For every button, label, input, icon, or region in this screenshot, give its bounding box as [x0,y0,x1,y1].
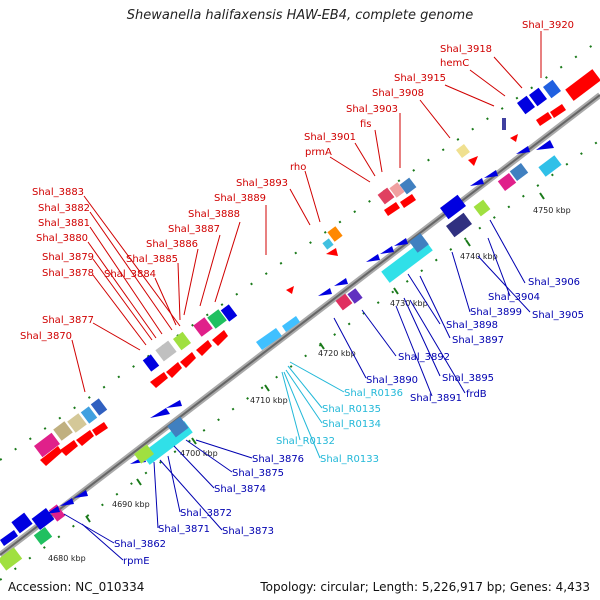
gene-cluster-3889 [286,226,343,294]
label-shal-3874: Shal_3874 [214,484,266,495]
top-labels: Shal_3920 Shal_3918 hemC Shal_3915 Shal_… [20,20,574,342]
genome-summary-text: Topology: circular; Length: 5,226,917 bp… [260,580,590,594]
label-shal-3876: Shal_3876 [252,454,304,465]
backbone [0,92,600,558]
label-shal-3884: Shal_3884 [104,269,156,280]
label-shal-r0133: Shal_R0133 [320,454,379,465]
label-shal-3918: Shal_3918 [440,44,492,55]
scale-label-4730: 4730 kbp [390,299,428,308]
label-shal-r0132: Shal_R0132 [276,436,335,447]
label-fis: fis [360,119,372,130]
gene-cluster-3877 [142,304,238,388]
label-rpme: rpmE [123,556,150,567]
map-title: Shewanella halifaxensis HAW-EB4, complet… [126,8,474,23]
bottom-leader-lines [63,219,531,561]
gene-cluster-3871 [130,400,193,465]
label-shal-3873: Shal_3873 [222,526,274,537]
label-shal-3890: Shal_3890 [366,375,418,386]
gene-cluster-3862 [0,490,88,571]
scale-ticks [85,192,545,523]
label-shal-r0135: Shal_R0135 [322,404,381,415]
bottom-labels: Shal_3906 Shal_3904 Shal_3905 Shal_3899 … [114,277,584,567]
rna-labels: Shal_R0136 Shal_R0135 Shal_R0134 Shal_R0… [276,388,403,465]
top-leader-lines [71,31,542,393]
label-prma: prmA [305,147,332,158]
label-shal-3906: Shal_3906 [528,277,580,288]
label-shal-3898: Shal_3898 [446,320,498,331]
label-shal-3903: Shal_3903 [346,104,398,115]
gene-cluster-3901 [377,177,417,216]
label-shal-3891: Shal_3891 [410,393,462,404]
gene-cluster-3890 [318,278,363,311]
label-shal-3899: Shal_3899 [470,307,522,318]
label-frdb: frdB [466,389,487,400]
label-shal-3882: Shal_3882 [38,203,90,214]
label-shal-3872: Shal_3872 [180,508,232,519]
gene-cluster-3918 [516,69,600,126]
label-shal-3889: Shal_3889 [214,193,266,204]
scale-label-4700: 4700 kbp [180,449,218,458]
gene-cluster-3870 [34,398,108,466]
label-shal-3901: Shal_3901 [304,132,356,143]
label-shal-3915: Shal_3915 [394,73,446,84]
label-shal-3879: Shal_3879 [42,252,94,263]
gene-cluster-3904 [497,140,562,192]
label-shal-3871: Shal_3871 [158,524,210,535]
label-shal-3888: Shal_3888 [188,209,240,220]
scale-label-4680: 4680 kbp [48,554,86,563]
label-shal-3881: Shal_3881 [38,218,90,229]
label-hemc: hemC [440,58,469,69]
top-guide-track [0,39,600,461]
scale-label-4720: 4720 kbp [318,349,356,358]
gene-cluster-3908 [455,118,518,166]
gene-cluster-rna [256,316,300,350]
rna-leader-lines [281,361,345,459]
label-shal-3862: Shal_3862 [114,539,166,550]
label-shal-3905: Shal_3905 [532,310,584,321]
label-shal-3870: Shal_3870 [20,331,72,342]
scale-label-4750: 4750 kbp [533,206,571,215]
label-shal-r0136: Shal_R0136 [344,388,403,399]
bottom-strand-genes [0,140,562,571]
label-shal-3893: Shal_3893 [236,178,288,189]
label-shal-3885: Shal_3885 [126,254,178,265]
accession-text: Accession: NC_010334 [8,580,145,594]
label-shal-r0134: Shal_R0134 [322,419,381,430]
label-shal-3897: Shal_3897 [452,335,504,346]
label-shal-3904: Shal_3904 [488,292,540,303]
label-shal-3875: Shal_3875 [232,468,284,479]
label-shal-3878: Shal_3878 [42,268,94,279]
label-shal-3877: Shal_3877 [42,315,94,326]
label-shal-3892: Shal_3892 [398,352,450,363]
label-shal-3895: Shal_3895 [442,373,494,384]
label-shal-3887: Shal_3887 [168,224,220,235]
label-shal-3908: Shal_3908 [372,88,424,99]
label-shal-3886: Shal_3886 [146,239,198,250]
label-shal-3880: Shal_3880 [36,233,88,244]
gene-cluster-3897 [440,170,498,238]
gene-cluster-3892 [366,233,433,283]
scale-label-4690: 4690 kbp [112,500,150,509]
scale-label-4710: 4710 kbp [250,396,288,405]
label-rho: rho [290,162,306,173]
top-strand-genes [34,69,600,466]
label-shal-3920: Shal_3920 [522,20,574,31]
label-shal-3883: Shal_3883 [32,187,84,198]
